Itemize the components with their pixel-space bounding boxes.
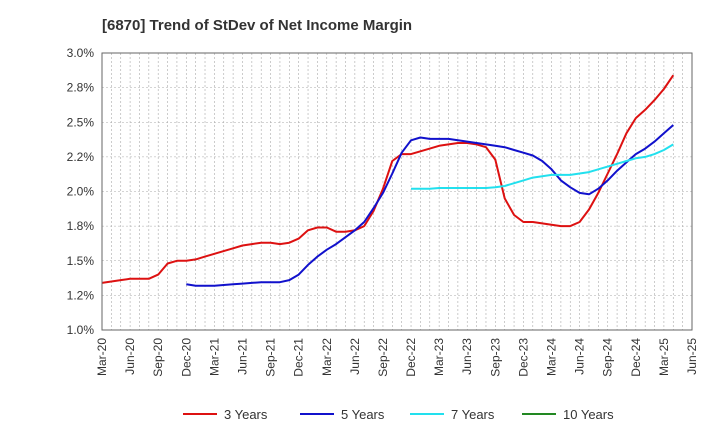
x-tick-label: Sep-21 bbox=[264, 338, 278, 377]
x-tick-label: Jun-23 bbox=[460, 338, 474, 375]
x-tick-label: Mar-23 bbox=[432, 338, 446, 376]
x-tick-label: Jun-24 bbox=[573, 338, 587, 375]
y-tick-label: 1.2% bbox=[67, 288, 95, 302]
legend-label: 3 Years bbox=[224, 407, 268, 422]
x-tick-label: Jun-25 bbox=[685, 338, 699, 375]
y-tick-label: 1.8% bbox=[67, 219, 95, 233]
x-tick-label: Sep-20 bbox=[151, 338, 165, 377]
x-tick-label: Mar-25 bbox=[657, 338, 671, 376]
y-tick-label: 1.5% bbox=[67, 254, 95, 268]
x-tick-label: Jun-22 bbox=[348, 338, 362, 375]
y-tick-label: 3.0% bbox=[67, 46, 95, 60]
plot-area bbox=[101, 74, 675, 287]
x-tick-label: Sep-23 bbox=[488, 338, 502, 377]
grid bbox=[101, 52, 693, 331]
y-tick-label: 1.0% bbox=[67, 323, 95, 337]
x-tick-label: Mar-22 bbox=[320, 338, 334, 376]
plot-frame bbox=[101, 52, 693, 331]
x-axis: Mar-20 Jun-20 Sep-20 Dec-20 Mar-21 Jun-21 Sep-… bbox=[95, 338, 699, 377]
series-line-1 bbox=[101, 74, 675, 284]
series-line-3 bbox=[411, 143, 674, 190]
y-tick-label: 2.2% bbox=[67, 150, 95, 164]
y-tick-label: 2.5% bbox=[67, 115, 95, 129]
legend-label: 7 Years bbox=[451, 407, 495, 422]
x-tick-label: Sep-24 bbox=[601, 338, 615, 377]
legend: 3 Years 5 Years 7 Years 10 Years bbox=[183, 407, 614, 422]
x-tick-label: Dec-24 bbox=[629, 338, 643, 377]
x-tick-label: Jun-20 bbox=[123, 338, 137, 375]
x-tick-label: Jun-21 bbox=[235, 338, 249, 375]
x-tick-label: Dec-22 bbox=[404, 338, 418, 377]
series-line-2 bbox=[186, 124, 674, 287]
y-tick-label: 2.8% bbox=[67, 81, 95, 95]
x-tick-label: Mar-20 bbox=[95, 338, 109, 376]
x-tick-label: Mar-24 bbox=[545, 338, 559, 376]
x-tick-label: Mar-21 bbox=[207, 338, 221, 376]
x-tick-label: Dec-20 bbox=[179, 338, 193, 377]
x-tick-label: Dec-21 bbox=[292, 338, 306, 377]
y-tick-label: 2.0% bbox=[67, 185, 95, 199]
chart-title: [6870] Trend of StDev of Net Income Marg… bbox=[102, 17, 412, 34]
x-tick-label: Dec-23 bbox=[516, 338, 530, 377]
legend-label: 5 Years bbox=[341, 407, 385, 422]
x-tick-label: Sep-22 bbox=[376, 338, 390, 377]
y-axis: 1.0% 1.2% 1.5% 1.8% 2.0% 2.2% 2.5% 2.8% 3.0% bbox=[67, 46, 95, 337]
legend-label: 10 Years bbox=[563, 407, 614, 422]
